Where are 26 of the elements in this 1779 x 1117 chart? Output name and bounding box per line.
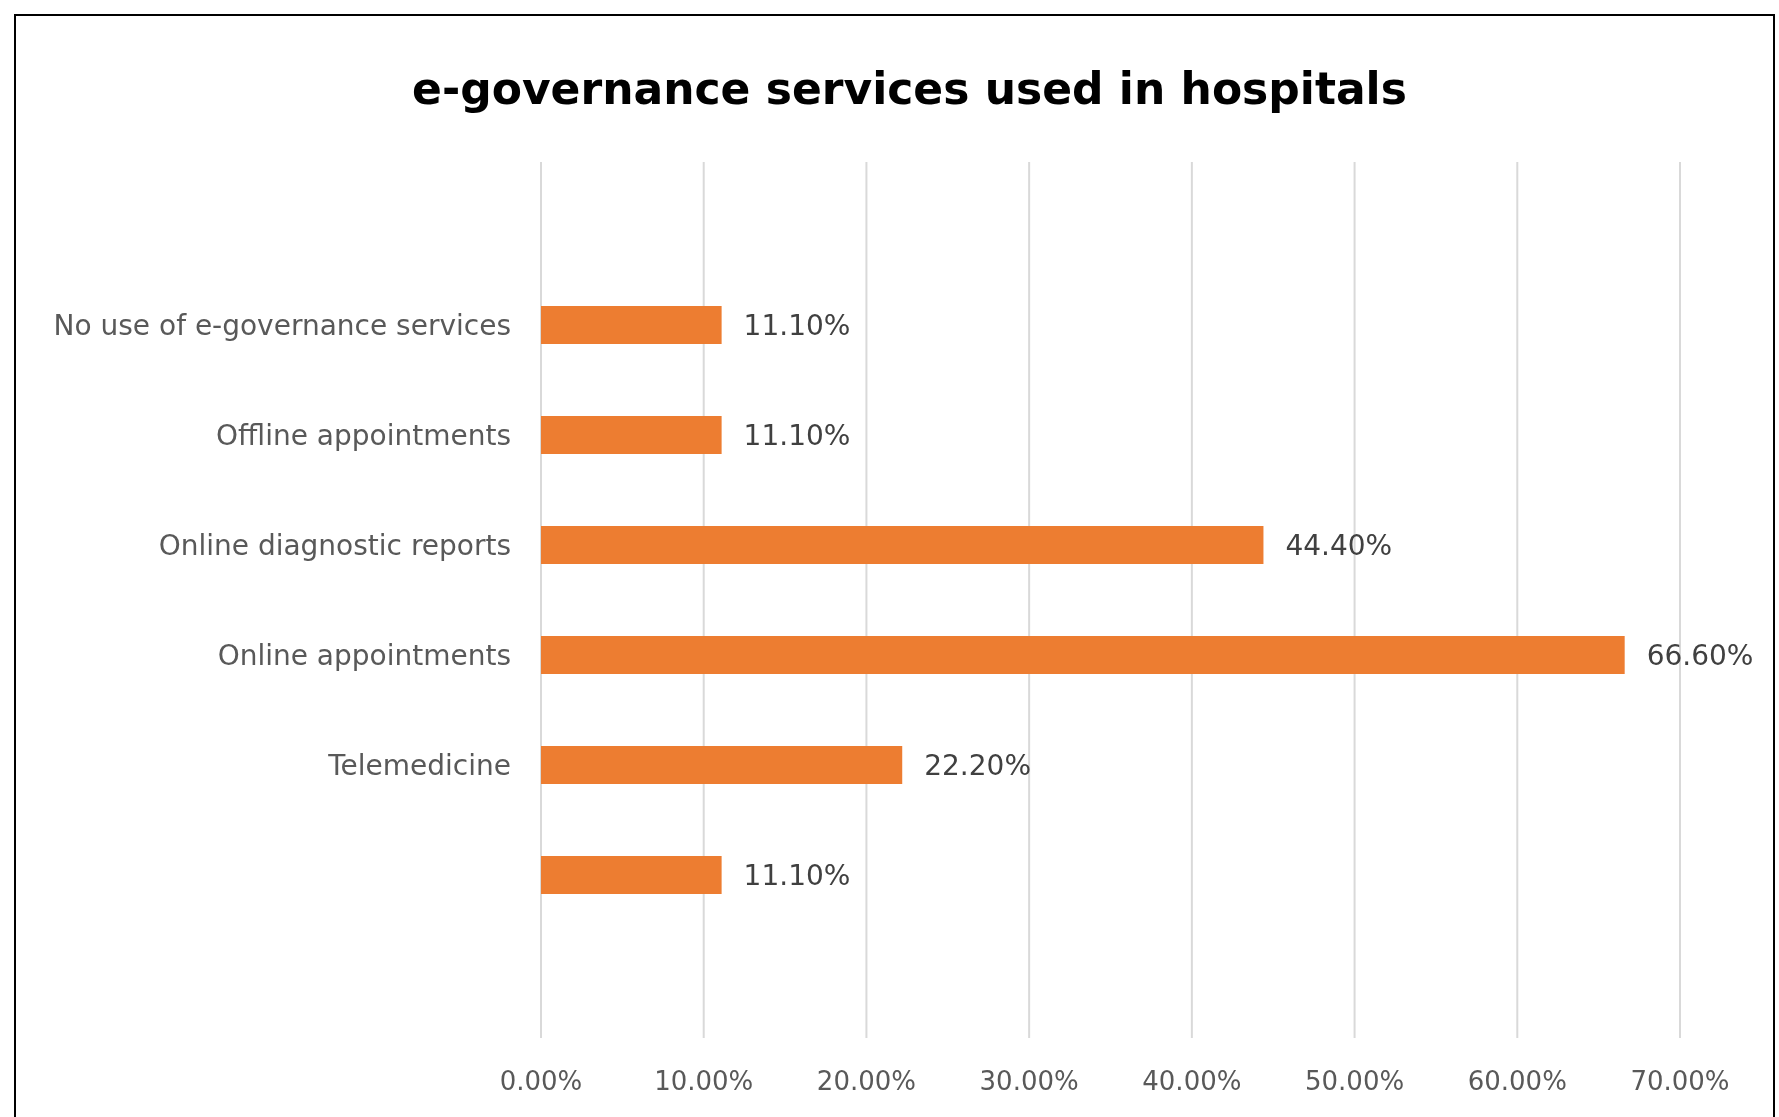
data-label: 66.60% [1646,638,1754,672]
chart-title: e-governance services used in hospitals [412,63,1407,114]
data-label: 11.10% [743,308,851,342]
x-tick-label: 0.00% [499,1066,583,1096]
y-tick-label: Offline appointments [216,418,511,452]
bar [541,306,722,344]
x-tick-label: 70.00% [1630,1066,1730,1096]
y-tick-label: Online diagnostic reports [158,528,511,562]
bar [541,636,1625,674]
x-tick-label: 40.00% [1142,1066,1242,1096]
x-tick-label: 20.00% [816,1066,916,1096]
x-tick-label: 50.00% [1305,1066,1405,1096]
bar [541,856,722,894]
bar [541,526,1264,564]
data-label: 44.40% [1285,528,1393,562]
x-tick-label: 10.00% [654,1066,754,1096]
y-tick-label: Telemedicine [327,748,511,782]
data-label: 11.10% [743,418,851,452]
bar [541,416,722,454]
data-label: 22.20% [924,748,1031,782]
x-tick-label: 30.00% [979,1066,1079,1096]
bar [541,746,903,784]
y-tick-label: No use of e-governance services [53,308,511,342]
x-tick-label: 60.00% [1467,1066,1567,1096]
y-tick-label: Online appointments [217,638,511,672]
data-label: 11.10% [743,858,851,892]
